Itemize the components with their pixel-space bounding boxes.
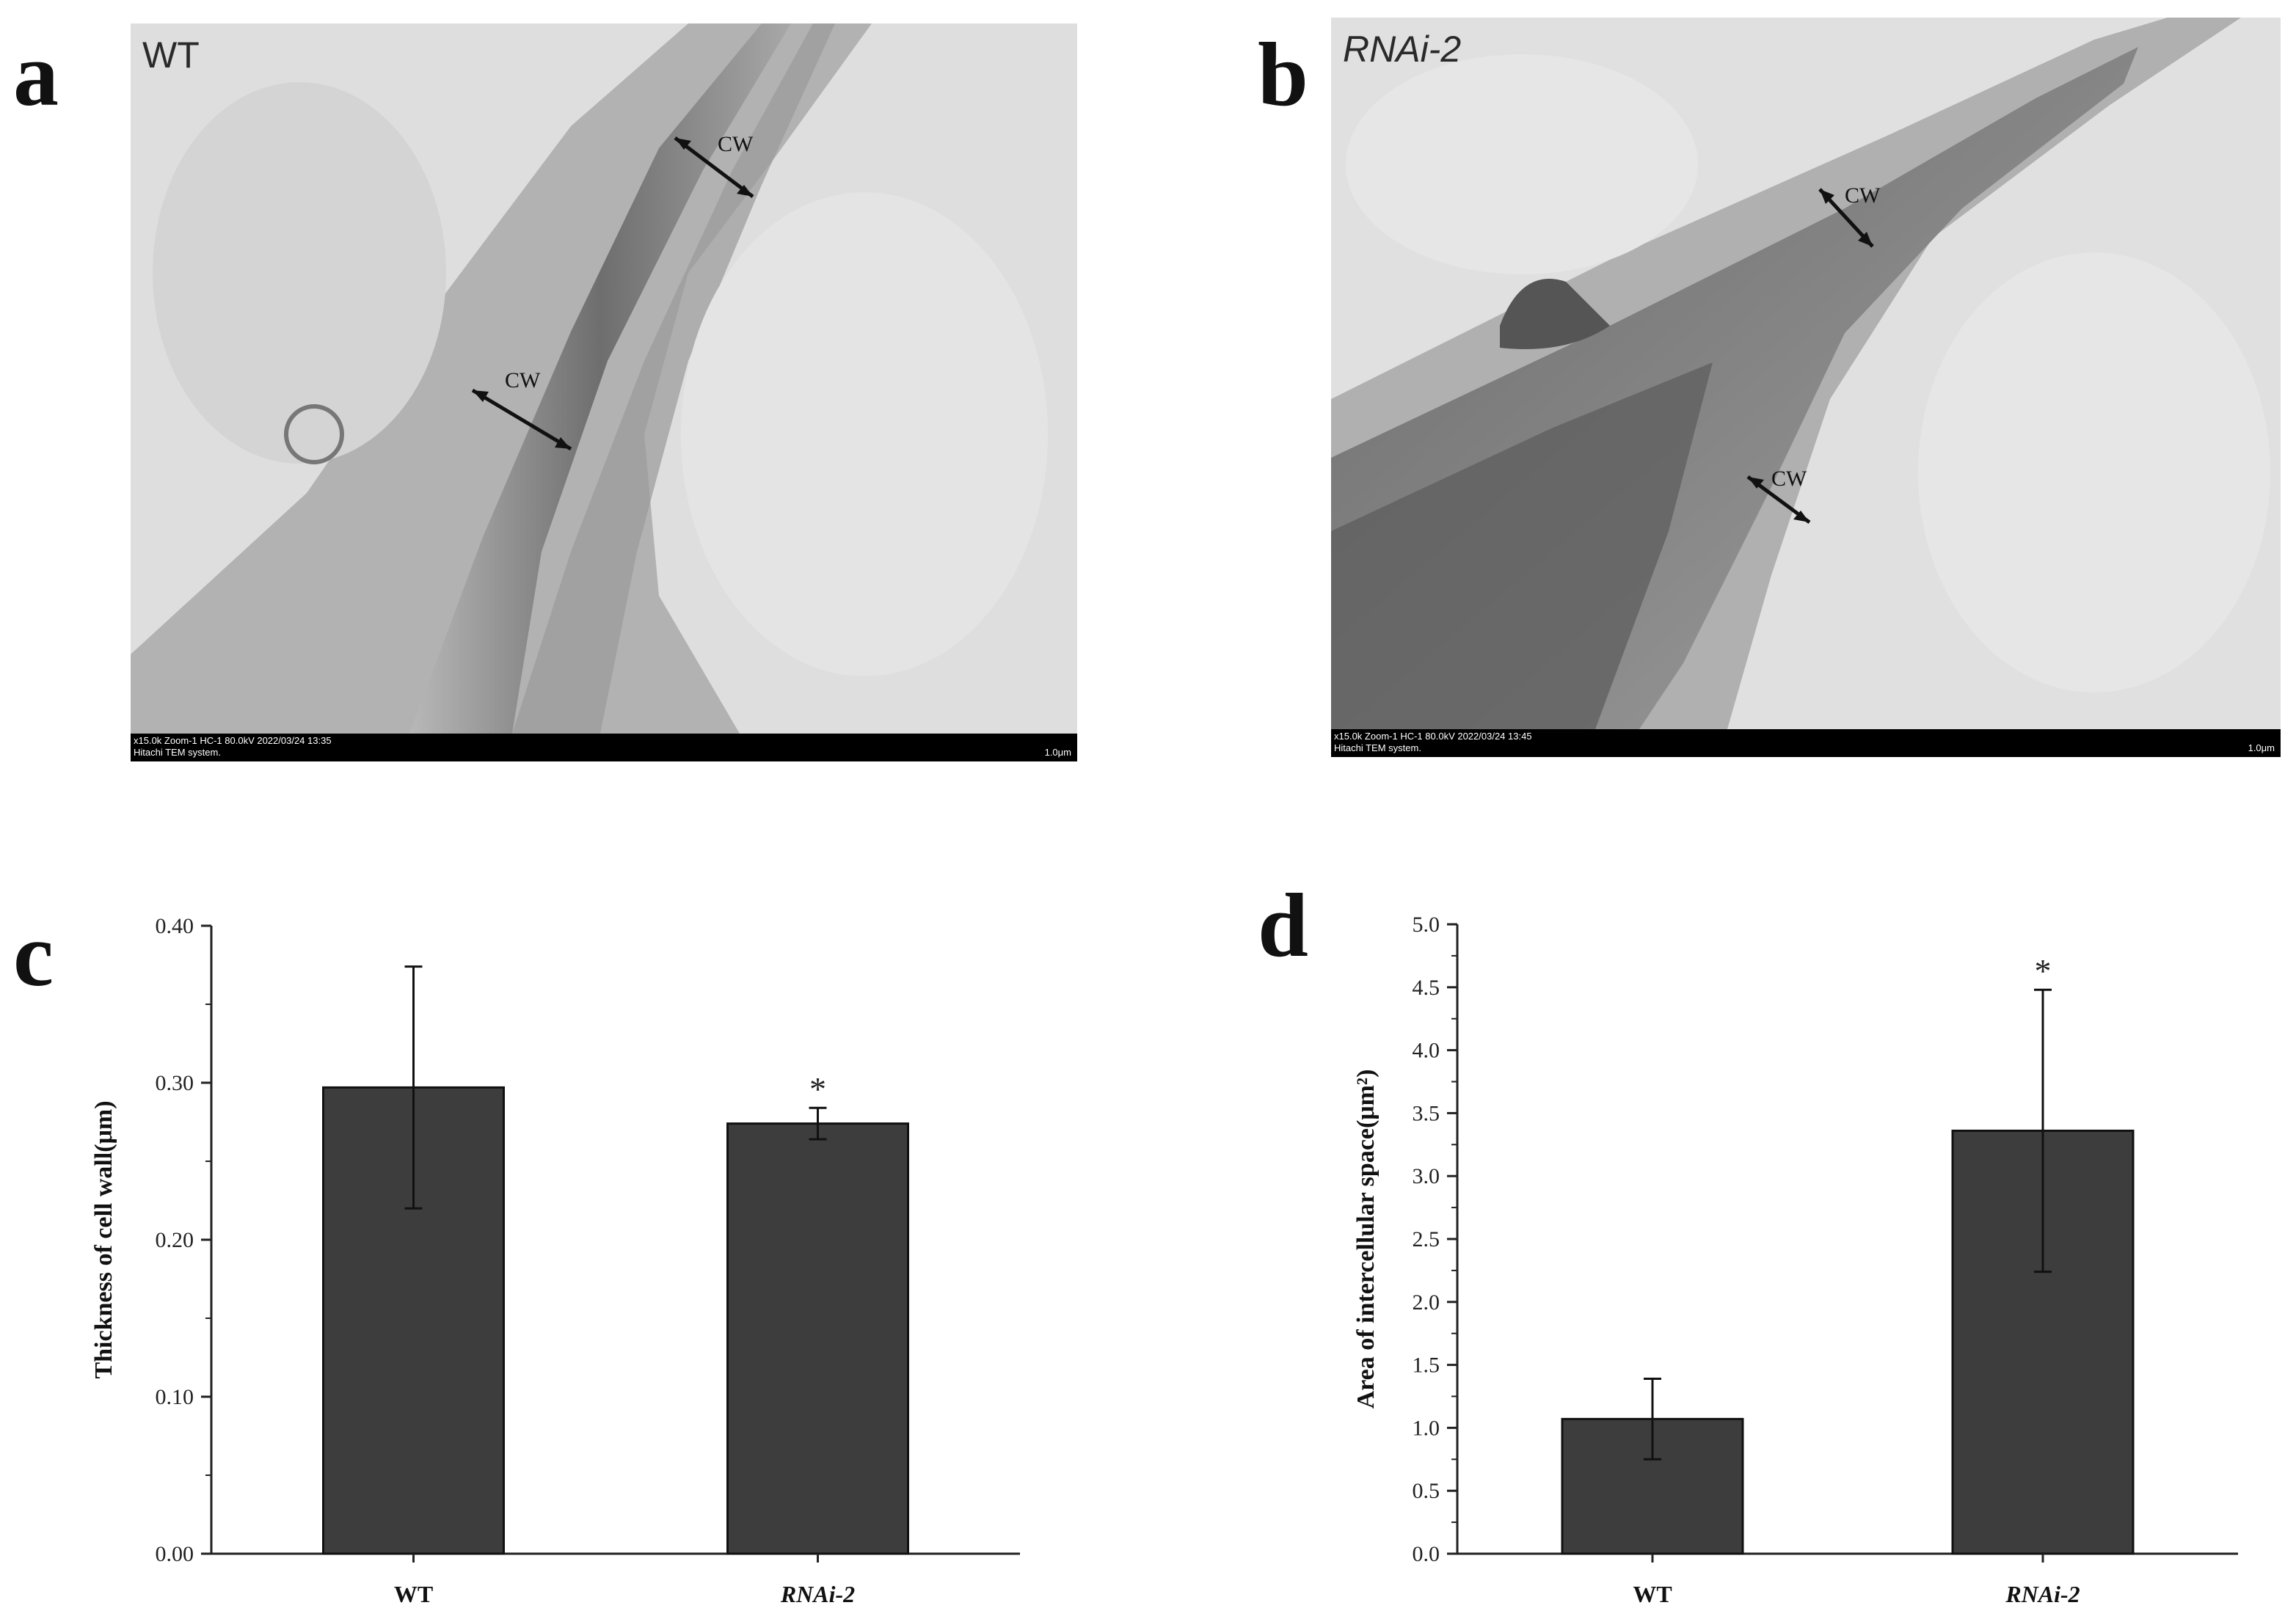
chart-cell-wall-thickness: 0.00 0.10 0.20 0.30 0.40 Thickness of cell wa… <box>0 880 1071 1615</box>
y-tick-label: 3.5 <box>1413 1101 1440 1125</box>
tem-info-line: x15.0k Zoom-1 HC-1 80.0kV 2022/03/24 13:… <box>134 735 332 746</box>
y-tick-label: 0.10 <box>156 1385 194 1409</box>
y-tick-label: 1.5 <box>1413 1353 1440 1378</box>
bar <box>726 1122 909 1555</box>
significance-marker: * <box>2035 952 2052 990</box>
panel-letter-d: d <box>1258 875 1308 976</box>
y-tick-label: 0.00 <box>156 1542 194 1566</box>
tem-image-rnai <box>1331 18 2281 757</box>
x-tick-label: WT <box>394 1581 433 1607</box>
tem-micrograph-wt: WT CW CW x15.0k Zoom-1 HC-1 80.0kV 2022/… <box>131 23 1077 761</box>
x-tick-label: WT <box>1633 1581 1672 1607</box>
chart-intercellular-space: 0.0 0.5 1.0 1.5 2.0 2.5 3.0 3.5 4.0 4.5 5.0 Area of… <box>1247 880 2296 1615</box>
y-tick-label: 4.0 <box>1413 1039 1440 1063</box>
tem-image-wt <box>131 23 1077 761</box>
y-tick-label: 0.20 <box>156 1228 194 1252</box>
y-tick-label: 4.5 <box>1413 976 1440 1000</box>
y-tick-label: 0.0 <box>1413 1542 1440 1566</box>
cw-arrow <box>471 388 572 451</box>
tem-label-wt: WT <box>142 34 200 76</box>
cw-label: CW <box>718 132 754 156</box>
panel-letter-b: b <box>1258 24 1308 125</box>
x-tick-label: RNAi-2 <box>2005 1581 2080 1607</box>
y-tick-label: 0.5 <box>1413 1479 1440 1503</box>
scale-bar-label: 1.0μm <box>1044 747 1071 758</box>
y-tick-label: 5.0 <box>1413 913 1440 937</box>
y-tick-label: 0.40 <box>156 914 194 938</box>
chart-d-svg: 0.0 0.5 1.0 1.5 2.0 2.5 3.0 3.5 4.0 4.5 5.0 Area of… <box>1352 913 2238 1607</box>
cw-arrow <box>674 136 754 198</box>
tem-info-line: Hitachi TEM system. <box>1334 742 1421 753</box>
x-tick-label: RNAi-2 <box>780 1581 855 1607</box>
chart-c-svg: 0.00 0.10 0.20 0.30 0.40 Thickness of cell wa… <box>90 914 1020 1607</box>
tem-info-line: x15.0k Zoom-1 HC-1 80.0kV 2022/03/24 13:… <box>1334 731 1532 742</box>
cw-label: CW <box>1845 183 1881 208</box>
tem-micrograph-rnai: RNAi-2 CW CW x15.0k Zoom-1 HC-1 80.0kV 2… <box>1331 18 2281 757</box>
tem-info-line: Hitachi TEM system. <box>134 747 221 758</box>
y-tick-label: 2.0 <box>1413 1290 1440 1315</box>
tem-info-bar: x15.0k Zoom-1 HC-1 80.0kV 2022/03/24 13:… <box>131 734 1077 761</box>
scale-bar-label: 1.0μm <box>2248 742 2275 753</box>
y-axis-label: Area of intercellular space(μm²) <box>1352 1070 1380 1409</box>
significance-marker: * <box>809 1070 826 1108</box>
panel-letter-a: a <box>13 24 59 125</box>
y-tick-label: 0.30 <box>156 1071 194 1095</box>
y-axis-label: Thickness of cell wall(μm) <box>90 1100 117 1378</box>
cw-label: CW <box>1771 467 1807 491</box>
y-tick-label: 1.0 <box>1413 1416 1440 1440</box>
panel-letter-c: c <box>13 904 54 1005</box>
y-tick-label: 2.5 <box>1413 1227 1440 1251</box>
tem-label-rnai: RNAi-2 <box>1343 29 1462 70</box>
y-tick-label: 3.0 <box>1413 1164 1440 1188</box>
tem-info-bar: x15.0k Zoom-1 HC-1 80.0kV 2022/03/24 13:… <box>1331 729 2281 757</box>
cw-label: CW <box>505 368 541 392</box>
